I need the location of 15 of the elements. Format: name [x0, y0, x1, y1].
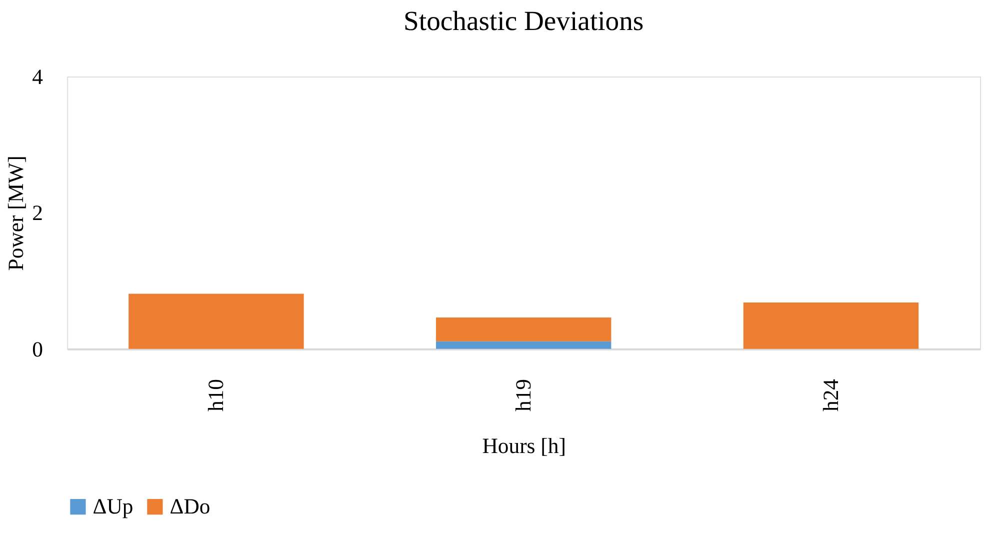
bar — [436, 318, 612, 342]
y-axis-title: Power [MW] — [4, 156, 28, 271]
bar — [743, 302, 919, 349]
legend-label: ΔDo — [170, 494, 210, 519]
bar — [128, 294, 304, 349]
legend-label: ΔUp — [92, 494, 134, 519]
bar — [436, 341, 612, 349]
y-tick-label: 0 — [32, 337, 44, 362]
chart-title: Stochastic Deviations — [404, 5, 644, 36]
y-tick-label: 4 — [32, 64, 44, 89]
x-tick-label: h24 — [818, 378, 843, 412]
y-tick-label: 2 — [32, 201, 43, 226]
x-tick-label: h10 — [204, 378, 228, 412]
x-axis-title: Hours [h] — [482, 434, 566, 458]
x-tick-label: h19 — [512, 378, 536, 412]
